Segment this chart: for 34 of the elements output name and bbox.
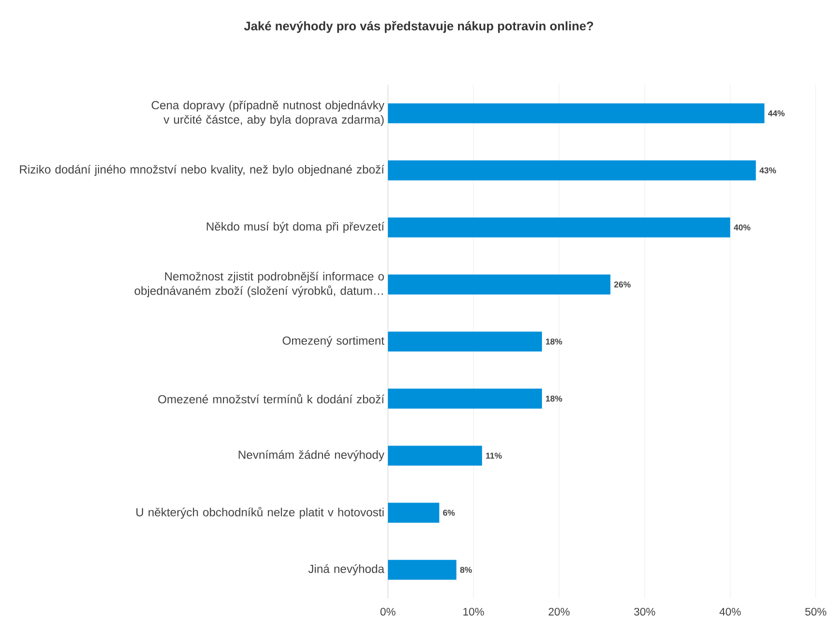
bar [388, 560, 456, 580]
chart-title: Jaké nevýhody pro vás představuje nákup potravin online? [244, 20, 594, 33]
data-label: 8% [460, 566, 472, 573]
data-label: 6% [443, 510, 455, 516]
data-label: 11% [486, 452, 502, 459]
x-tick-label: 10% [463, 608, 484, 616]
data-label: 44% [768, 110, 785, 116]
bar [388, 160, 756, 180]
x-tick-label: 0% [380, 608, 396, 616]
y-tick-label: Omezený sortiment [282, 336, 384, 347]
x-tick-label: 30% [634, 608, 656, 616]
bar [388, 217, 730, 238]
data-label: 40% [734, 224, 750, 230]
y-tick-label: Omezené množství termínů k dodání zboží [158, 394, 384, 404]
x-tick-label: 20% [548, 608, 570, 616]
bar [388, 103, 764, 124]
y-tick-label: Někdo musí být doma při převzetí [206, 222, 384, 233]
data-label: 43% [759, 167, 776, 174]
y-tick-label: Cena dopravy (případně nutnost objednávky v určité částce, aby byla doprava zdarma) [152, 100, 384, 126]
bar [388, 446, 482, 466]
x-tick-label: 50% [805, 608, 826, 616]
x-tick-label: 40% [720, 608, 741, 616]
y-tick-label: Nevnímám žádné nevýhody [238, 450, 384, 462]
bar [388, 388, 542, 408]
y-tick-label: Riziko dodání jiného množství nebo kvality, než bylo objednané zboží [20, 164, 384, 176]
bar [388, 502, 440, 523]
data-label: 18% [546, 338, 562, 344]
bar [388, 331, 542, 352]
y-tick-label: Nemožnost zjistit podrobnější informace o objednávaném zboží (složení výrobků, datum… [134, 272, 384, 298]
bar [388, 274, 610, 294]
data-label: 26% [614, 281, 631, 288]
y-tick-label: Jiná nevýhoda [308, 564, 384, 576]
data-label: 18% [546, 396, 562, 402]
y-tick-label: U některých obchodníků nelze platit v hotovosti [136, 506, 384, 519]
